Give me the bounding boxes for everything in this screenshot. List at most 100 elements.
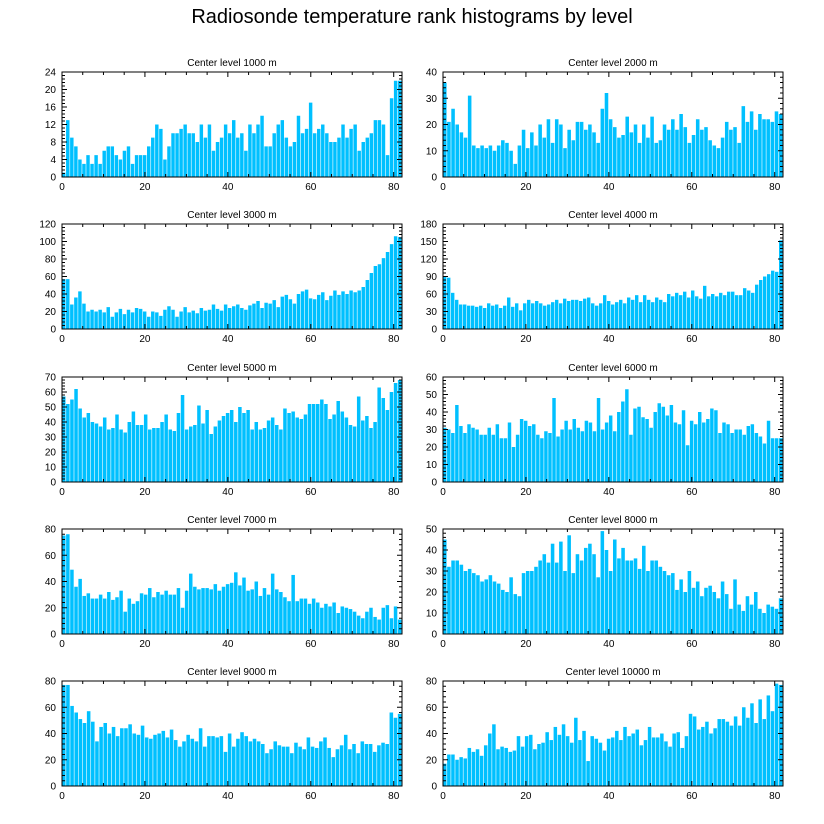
histogram-bar xyxy=(692,716,697,786)
y-tick-label: 60 xyxy=(45,272,57,283)
histogram-bar xyxy=(451,108,455,177)
histogram-bar xyxy=(530,132,534,178)
histogram-bar xyxy=(264,146,268,178)
histogram-bar xyxy=(183,307,187,330)
histogram-bar xyxy=(501,140,505,177)
histogram-bar xyxy=(167,146,171,178)
histogram-bar xyxy=(702,422,706,482)
histogram-bar xyxy=(169,729,174,786)
histogram-bar xyxy=(163,309,167,329)
histogram-bar xyxy=(753,592,758,634)
histogram-bar xyxy=(536,434,540,482)
y-tick-label: 70 xyxy=(45,373,57,384)
histogram-bar xyxy=(726,424,730,482)
y-tick-label: 40 xyxy=(45,729,57,740)
histogram-bar xyxy=(538,124,542,177)
histogram-bar xyxy=(242,577,246,634)
histogram-bar xyxy=(66,404,70,482)
histogram-bar xyxy=(98,309,102,329)
histogram-bar xyxy=(519,310,523,329)
histogram-bar xyxy=(134,308,139,329)
histogram-bar xyxy=(142,311,147,329)
histogram-bar xyxy=(747,290,751,329)
x-tick-label: 60 xyxy=(686,487,698,498)
histogram-bar xyxy=(459,304,463,329)
histogram-bar xyxy=(270,573,275,634)
y-tick-label: 100 xyxy=(39,237,56,248)
histogram-bar xyxy=(111,726,116,786)
histogram-bar xyxy=(325,133,329,177)
histogram-bar xyxy=(550,142,555,178)
histogram-bar xyxy=(317,128,321,178)
histogram-bar xyxy=(156,592,160,634)
x-tick-label: 60 xyxy=(686,791,698,802)
histogram-bar xyxy=(151,311,155,329)
histogram-bar xyxy=(78,408,82,482)
histogram-bar xyxy=(106,307,110,330)
y-tick-label: 40 xyxy=(426,729,438,740)
histogram-bar xyxy=(709,733,713,786)
histogram-bar xyxy=(762,719,767,786)
histogram-bar xyxy=(521,129,526,177)
histogram-bar xyxy=(188,573,193,634)
x-tick-label: 40 xyxy=(222,334,234,345)
histogram-bar xyxy=(299,598,304,634)
histogram-bar xyxy=(365,137,370,178)
histogram-bar xyxy=(596,398,601,482)
histogram-bar xyxy=(98,163,102,178)
histogram-bar xyxy=(273,741,278,787)
histogram-bar xyxy=(463,571,468,634)
histogram-bar xyxy=(507,297,511,329)
histogram-bar xyxy=(766,119,770,177)
histogram-bar xyxy=(546,119,551,177)
histogram-bar xyxy=(102,417,107,482)
histogram-bar xyxy=(459,757,463,787)
histogram-bar xyxy=(683,127,688,178)
histogram-bar xyxy=(229,582,234,634)
y-tick-label: 40 xyxy=(45,418,57,429)
y-tick-label: 40 xyxy=(426,68,438,79)
histogram-bar xyxy=(149,738,153,786)
histogram-bar xyxy=(687,142,692,178)
histogram-bar xyxy=(767,274,771,329)
histogram-bar xyxy=(574,717,578,786)
histogram-bar xyxy=(534,566,538,634)
histogram-bar xyxy=(443,539,447,634)
histogram-bar xyxy=(86,711,91,786)
histogram-bar xyxy=(484,148,489,178)
histogram-bar xyxy=(348,425,353,482)
histogram-bar xyxy=(710,408,714,482)
histogram-bar xyxy=(344,417,349,482)
histogram-bar xyxy=(207,124,212,177)
histogram-bar xyxy=(487,427,491,482)
histogram-bar xyxy=(106,146,110,178)
histogram-bar xyxy=(160,422,164,482)
histogram-bar xyxy=(443,427,447,482)
y-tick-label: 20 xyxy=(45,448,57,459)
histogram-bar xyxy=(142,155,147,178)
y-tick-label: 80 xyxy=(45,677,57,688)
panel-title: Center level 9000 m xyxy=(187,667,277,678)
histogram-bar xyxy=(385,155,390,178)
histogram-bar xyxy=(352,744,356,786)
histogram-bar xyxy=(635,729,640,786)
histogram-bar xyxy=(321,124,325,177)
histogram-bar xyxy=(135,425,140,482)
histogram-bar xyxy=(770,121,775,178)
histogram-bar xyxy=(264,302,268,329)
histogram-bar xyxy=(164,414,168,482)
histogram-bar xyxy=(62,172,66,178)
histogram-bar xyxy=(122,150,127,177)
histogram-bar xyxy=(215,308,220,330)
histogram-bar xyxy=(369,428,373,482)
histogram-bar xyxy=(365,416,369,482)
histogram-bar xyxy=(217,420,222,482)
histogram-bar xyxy=(590,736,594,787)
histogram-bar xyxy=(613,127,617,178)
histogram-bar xyxy=(199,308,204,329)
histogram-bar xyxy=(637,142,642,178)
histogram-bar xyxy=(275,425,279,482)
histogram-bar xyxy=(118,308,123,330)
histogram-bar xyxy=(687,297,691,329)
histogram-bar xyxy=(479,305,483,329)
